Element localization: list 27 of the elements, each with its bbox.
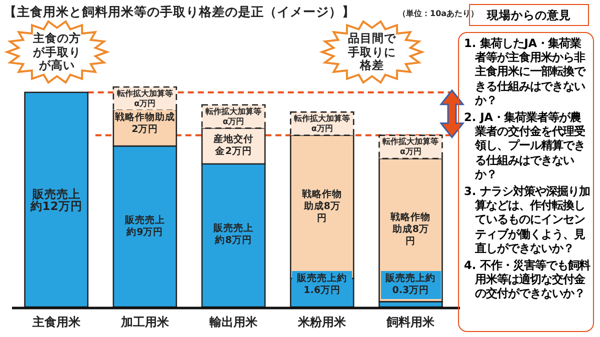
data-label: 戦略作物助成8万円 — [389, 212, 432, 248]
data-label: 販売売上約9万円 — [124, 214, 166, 238]
text: 4. 不作・災害等でも飼料用米等は適切な交付金の交付ができないか？ — [464, 259, 591, 302]
x-tick-label: 米粉用米 — [297, 315, 348, 329]
x-tick-label: 加工用米 — [120, 315, 170, 329]
data-label: 販売売上約8万円 — [212, 223, 254, 248]
data-label: 転作拡大加算等α万円 — [380, 136, 441, 157]
bar — [24, 92, 88, 308]
x-tick-label: 主食用米 — [31, 315, 82, 329]
data-label: 転作拡大加算等α万円 — [292, 114, 352, 134]
x-tick-label: 飼料用米 — [386, 315, 436, 329]
x-tick-label: 輸出用米 — [208, 315, 258, 329]
text: 主食の方が手取りが高い — [32, 30, 82, 72]
text: 現場からの意見 — [487, 8, 571, 22]
text: 1. 集荷したJA・集荷業者等が主食用米から非主食用米に一部転換できる仕組みはできないか？ — [464, 37, 587, 108]
text: 2. JA・集荷業者等が農業者の交付金を代理受領し、プール精算できる仕組みはできないか？ — [464, 111, 586, 182]
data-label: 戦略作物助成2万円 — [114, 110, 175, 138]
chart-subtitle: （単位：10aあたり） — [398, 9, 479, 18]
data-label: 販売売上約12万円 — [29, 186, 84, 213]
data-label: 戦略作物助成8万円 — [300, 188, 344, 225]
data-label: 転作拡大加算等α万円 — [204, 106, 264, 126]
data-label: 販売売上約0.3万円 — [380, 271, 441, 299]
data-label: 産地交付金2万円 — [212, 134, 254, 158]
data-label: 転作拡大加算等α万円 — [114, 88, 175, 109]
text: 3. ナラシ対策や深掘り加算などは、作付転換しているものにインセンティブが働くよう、見直しができないか？ — [464, 185, 591, 256]
text: 品目間で手取りに格差 — [347, 30, 397, 72]
chart-title: 【主食用米と飼料用米等の手取り格差の是正（イメージ）】 — [4, 4, 355, 19]
